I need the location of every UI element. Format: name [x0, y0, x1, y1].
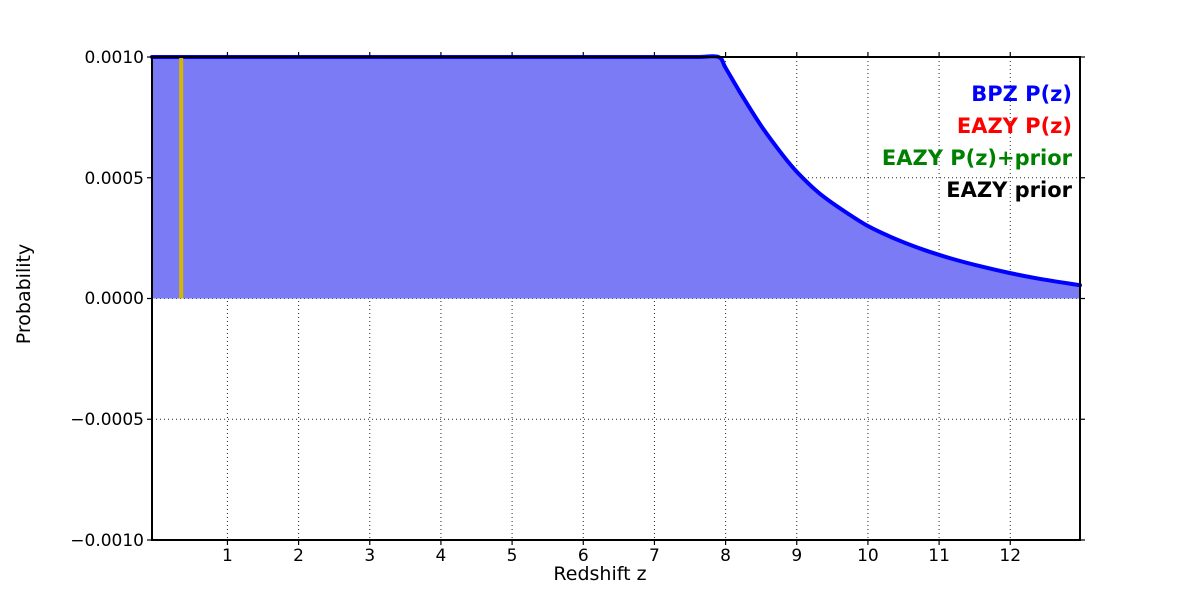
xtick-label-1: 1 — [222, 546, 233, 566]
xtick-label-8: 8 — [720, 546, 731, 566]
xtick-label-9: 9 — [791, 546, 803, 566]
legend-entry-eazy-prior-sum: EAZY P(z)+prior — [881, 146, 1072, 170]
plot-frame — [151, 56, 1081, 541]
ytick-label-2: 0.0000 — [84, 289, 144, 309]
x-axis-label: Redshift z — [553, 563, 647, 585]
xtick-label-11: 11 — [928, 546, 950, 566]
xtick-label-2: 2 — [293, 546, 304, 566]
ytick-label-1: 0.0005 — [84, 169, 144, 189]
xtick-label-5: 5 — [506, 546, 518, 566]
legend-entry-eazy-prior: EAZY prior — [946, 178, 1072, 202]
xtick-label-6: 6 — [577, 546, 589, 566]
xtick-label-10: 10 — [857, 546, 879, 566]
ytick-label-4: −0.0010 — [70, 531, 144, 551]
legend-entry-bpz: BPZ P(z) — [971, 82, 1072, 106]
ytick-label-3: −0.0005 — [70, 410, 144, 430]
xtick-label-3: 3 — [364, 546, 376, 566]
legend-entry-eazy: EAZY P(z) — [956, 114, 1072, 138]
ytick-label-0: 0.0010 — [84, 48, 144, 68]
xtick-label-12: 12 — [999, 546, 1022, 566]
xtick-label-7: 7 — [649, 546, 660, 566]
y-axis-label-wrapper: Probability — [0, 0, 40, 600]
series-fill-bpz — [152, 56, 1080, 299]
xtick-label-4: 4 — [435, 546, 447, 566]
y-axis-label: Probability — [13, 243, 35, 345]
